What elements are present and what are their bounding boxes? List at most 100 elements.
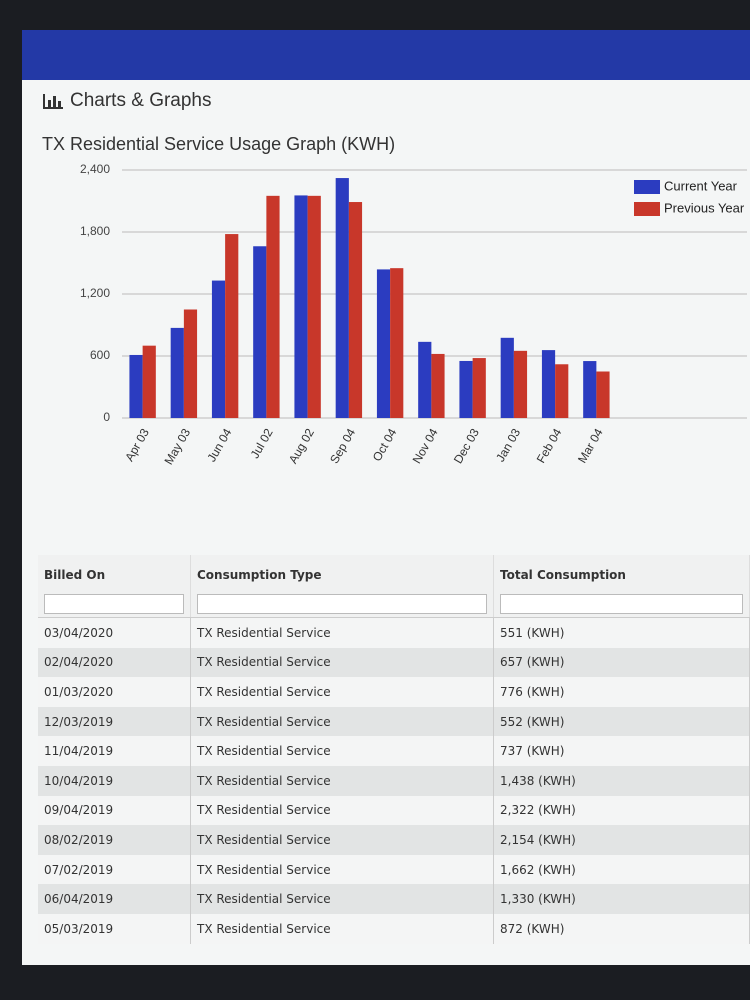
table-row[interactable]: 10/04/2019 TX Residential Service 1,438 (K… — [38, 765, 750, 796]
bar — [211, 280, 226, 418]
bar — [142, 345, 156, 418]
filter-input[interactable] — [500, 594, 743, 614]
table-cell: TX Residential Service — [190, 677, 494, 707]
top-bar — [22, 30, 750, 80]
data-table: Billed On Consumption Type Total Consumpti… — [38, 555, 750, 944]
table-row[interactable]: 08/02/2019 TX Residential Service 2,154 (K… — [38, 825, 750, 855]
x-tick-label: Jul 02 — [248, 426, 276, 461]
chart-title: TX Residential Service Usage Graph (KWH) — [42, 134, 395, 154]
table-cell: TX Residential Service — [190, 647, 494, 678]
section-heading: Charts & Graphs — [42, 90, 212, 112]
x-tick-label: Mar 04 — [575, 426, 606, 466]
bar — [418, 341, 432, 418]
table-cell: 776 (KWH) — [493, 677, 750, 707]
table-cell: 03/04/2020 — [38, 617, 191, 648]
legend-swatch — [634, 180, 660, 194]
table-cell: 1,662 (KWH) — [493, 854, 750, 885]
table-cell: 05/03/2019 — [38, 913, 191, 944]
table-cell: TX Residential Service — [190, 736, 494, 766]
table-cell: 1,438 (KWH) — [493, 765, 750, 796]
table-cell: 08/02/2019 — [38, 825, 191, 855]
x-tick-label: Dec 03 — [451, 426, 482, 466]
table-cell: TX Residential Service — [190, 617, 494, 648]
table-row[interactable]: 05/03/2019 TX Residential Service 872 (KWH… — [38, 913, 750, 944]
y-tick-label: 2,400 — [80, 162, 110, 176]
table-cell: TX Residential Service — [190, 765, 494, 796]
table-cell: 2,322 (KWH) — [493, 795, 750, 826]
table-row[interactable]: 11/04/2019 TX Residential Service 737 (KWH… — [38, 736, 750, 766]
table-cell: 737 (KWH) — [493, 736, 750, 766]
table-cell: TX Residential Service — [190, 913, 494, 944]
chart: TX Residential Service Usage Graph (KWH)… — [42, 134, 747, 467]
table-cell: 07/02/2019 — [38, 854, 191, 885]
x-tick-label: Oct 04 — [370, 426, 400, 464]
table-row[interactable]: 07/02/2019 TX Residential Service 1,662 (K… — [38, 854, 750, 885]
bar — [596, 371, 610, 418]
bar — [541, 350, 556, 418]
table-row[interactable]: 09/04/2019 TX Residential Service 2,322 (K… — [38, 795, 750, 826]
chart-icon — [43, 94, 63, 109]
bar — [583, 361, 597, 418]
x-tick-label: May 03 — [161, 426, 193, 467]
table-row[interactable]: 03/04/2020 TX Residential Service 551 (KWH… — [38, 617, 750, 648]
x-tick-label: Sep 04 — [327, 426, 358, 466]
bar — [183, 309, 198, 418]
bar — [294, 195, 308, 418]
x-tick-label: Feb 04 — [534, 426, 565, 466]
table-cell: TX Residential Service — [190, 884, 494, 914]
bar — [431, 353, 445, 418]
table-cell: 872 (KWH) — [493, 913, 750, 944]
bar — [225, 234, 239, 418]
table-cell: 11/04/2019 — [38, 736, 191, 766]
table-cell: 551 (KWH) — [493, 617, 750, 648]
table-cell: 10/04/2019 — [38, 765, 191, 796]
table-cell: 02/04/2020 — [38, 647, 191, 678]
table-row[interactable]: 06/04/2019 TX Residential Service 1,330 (K… — [38, 884, 750, 914]
table-cell: TX Residential Service — [190, 854, 494, 885]
table-row[interactable]: 01/03/2020 TX Residential Service 776 (KWH… — [38, 677, 750, 707]
y-tick-label: 1,200 — [80, 286, 110, 300]
x-tick-label: Jun 04 — [204, 426, 234, 464]
table-cell: 09/04/2019 — [38, 795, 191, 826]
bar — [513, 350, 528, 418]
bar — [266, 195, 280, 418]
column-header[interactable]: Total Consumption — [493, 555, 750, 591]
y-tick-label: 1,800 — [80, 224, 110, 238]
x-tick-label: Apr 03 — [122, 426, 152, 464]
legend-swatch — [634, 202, 660, 216]
x-tick-label: Aug 02 — [286, 426, 317, 466]
table-row[interactable]: 02/04/2020 TX Residential Service 657 (KWH… — [38, 647, 750, 678]
legend-label: Previous Year — [664, 200, 745, 215]
table-cell: 2,154 (KWH) — [493, 825, 750, 855]
filter-input[interactable] — [44, 594, 184, 614]
bar — [376, 269, 391, 418]
x-tick-label: Nov 04 — [410, 426, 441, 466]
bar — [253, 246, 267, 418]
section-title: Charts & Graphs — [70, 90, 212, 111]
bar — [500, 337, 514, 418]
legend-label: Current Year — [664, 178, 738, 193]
table-cell: 657 (KWH) — [493, 647, 750, 678]
filter-input[interactable] — [197, 594, 487, 614]
table-cell: 552 (KWH) — [493, 706, 750, 737]
table-cell: TX Residential Service — [190, 825, 494, 855]
table-cell: TX Residential Service — [190, 795, 494, 826]
bar — [472, 358, 486, 418]
bar — [335, 178, 349, 418]
panel: Charts & Graphs TX Residential Service U… — [22, 80, 750, 965]
column-header[interactable]: Consumption Type — [190, 555, 494, 591]
table-cell: 06/04/2019 — [38, 884, 191, 914]
bar — [170, 327, 184, 418]
bar — [307, 195, 321, 418]
table-cell: 01/03/2020 — [38, 677, 191, 707]
table-cell: 12/03/2019 — [38, 706, 191, 737]
bar — [390, 268, 404, 418]
table-row[interactable]: 12/03/2019 TX Residential Service 552 (KWH… — [38, 706, 750, 737]
table-cell: 1,330 (KWH) — [493, 884, 750, 914]
bar — [459, 360, 473, 418]
y-tick-label: 600 — [90, 348, 110, 362]
column-header[interactable]: Billed On — [38, 555, 191, 591]
y-tick-label: 0 — [103, 410, 110, 424]
bar — [555, 364, 569, 418]
